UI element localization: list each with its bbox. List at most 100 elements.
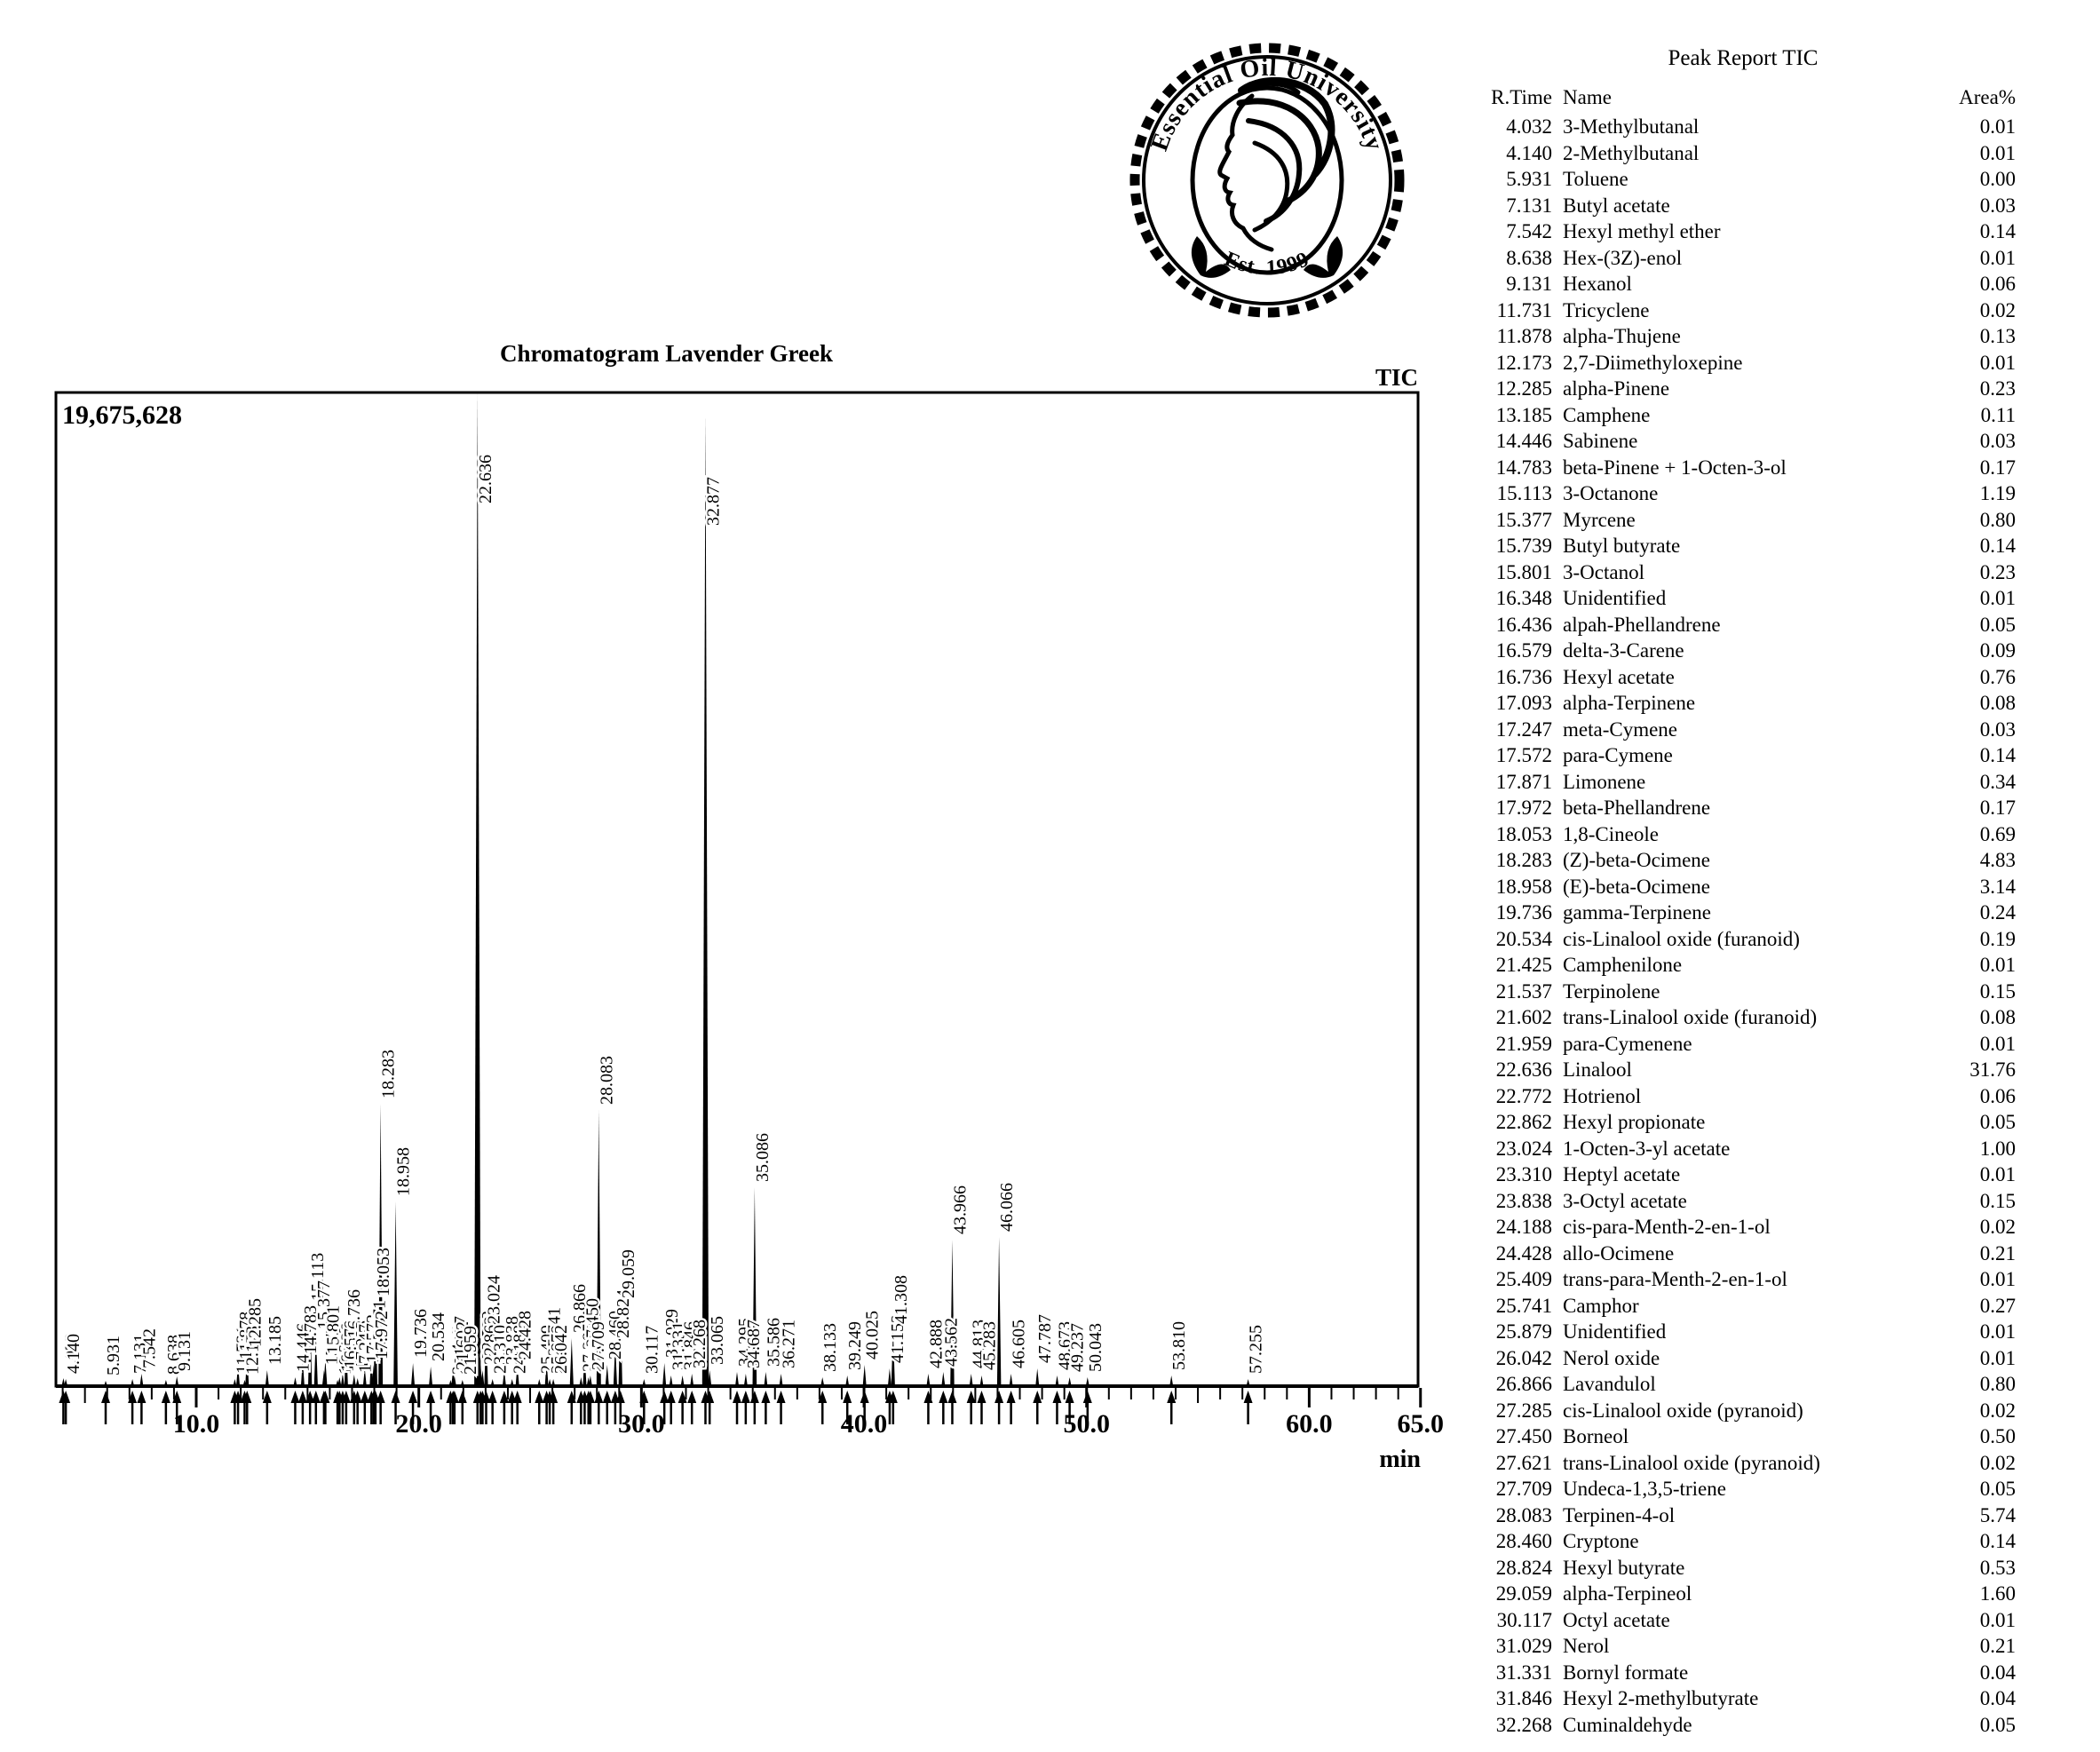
table-row: 29.059 alpha-Terpineol 1.60	[1477, 1581, 2016, 1607]
rtime-cell: 17.972	[1495, 797, 1552, 819]
table-row: 7.131 Butyl acetate 0.03	[1477, 193, 2016, 219]
rtime-cell: 18.958	[1495, 875, 1552, 898]
peak-retention-label: 28.083	[597, 1056, 616, 1105]
table-row: 21.959 para-Cymenene 0.01	[1477, 1031, 2016, 1058]
area-cell: 0.02	[1979, 1451, 2016, 1474]
table-row: 16.736 Hexyl acetate 0.76	[1477, 664, 2016, 691]
area-cell: 0.01	[1979, 351, 2016, 374]
peak-retention-label: 46.066	[997, 1183, 1017, 1232]
peak-retention-label: 39.249	[845, 1321, 865, 1370]
area-cell: 0.21	[1979, 1635, 2016, 1657]
peak-retention-label: 15.377	[314, 1280, 334, 1329]
rtime-cell: 19.736	[1495, 901, 1552, 924]
name-cell: alpha-Terpinene	[1563, 692, 1696, 714]
peak-retention-label: 7.542	[139, 1328, 159, 1368]
portrait-oval	[1190, 85, 1344, 275]
name-cell: allo-Ocimene	[1563, 1241, 1675, 1264]
peak-retention-label: 34.295	[735, 1318, 755, 1367]
peak-retention-label: 33.065	[708, 1316, 727, 1365]
name-cell: (E)-beta-Ocimene	[1563, 875, 1711, 898]
table-row: 15.739 Butyl butyrate 0.14	[1477, 533, 2016, 559]
table-row: 15.801 3-Octanol 0.23	[1477, 559, 2016, 586]
rtime-cell: 15.377	[1495, 508, 1552, 531]
peak-retention-label: 23.838	[503, 1316, 522, 1365]
table-row: 16.348 Unidentified 0.01	[1477, 585, 2016, 612]
peak-retention-label: 8.638	[164, 1335, 184, 1375]
area-cell: 0.19	[1979, 927, 2016, 950]
rtime-cell: 21.425	[1495, 954, 1552, 976]
area-cell: 0.00	[1979, 168, 2016, 190]
name-cell: Toluene	[1563, 168, 1628, 190]
table-row: 11.878 alpha-Thujene 0.13	[1477, 323, 2016, 350]
area-cell: 0.23	[1979, 560, 2016, 583]
name-cell: Butyl butyrate	[1563, 535, 1681, 557]
peak-retention-label: 24.188	[511, 1325, 530, 1374]
area-cell: 0.01	[1979, 1346, 2016, 1369]
name-cell: Myrcene	[1563, 508, 1636, 531]
rtime-cell: 7.542	[1506, 220, 1552, 242]
area-cell: 0.01	[1979, 1608, 2016, 1631]
name-cell: Hexanol	[1563, 273, 1632, 295]
table-row: 18.958 (E)-beta-Ocimene 3.14	[1477, 874, 2016, 900]
peak-retention-label: 28.460	[606, 1311, 625, 1360]
name-cell: delta-3-Carene	[1563, 639, 1684, 662]
table-row: 12.173 2,7-Diimethyloxepine 0.01	[1477, 350, 2016, 377]
name-cell: alpha-Thujene	[1563, 325, 1681, 347]
peak-retention-label: 14.446	[293, 1323, 313, 1372]
peak-retention-label: 13.185	[265, 1316, 285, 1365]
peak-retention-label: 12.173	[242, 1326, 262, 1375]
peak-retention-label: 24.428	[516, 1311, 535, 1360]
name-cell: Bornyl formate	[1563, 1661, 1689, 1684]
rtime-cell: 20.534	[1495, 927, 1552, 950]
rtime-cell: 23.838	[1495, 1189, 1552, 1212]
name-cell: Limonene	[1563, 770, 1646, 793]
table-row: 26.042 Nerol oxide 0.01	[1477, 1345, 2016, 1372]
name-cell: cis-Linalool oxide (furanoid)	[1563, 927, 1800, 950]
peak-retention-label: 21.425	[448, 1326, 468, 1375]
name-cell: beta-Phellandrene	[1563, 797, 1711, 819]
table-row: 23.838 3-Octyl acetate 0.15	[1477, 1188, 2016, 1215]
name-cell: alpha-Pinene	[1563, 377, 1670, 400]
peak-retention-label: 16.736	[345, 1289, 364, 1338]
area-cell: 0.15	[1979, 979, 2016, 1003]
table-row: 17.572 para-Cymene 0.14	[1477, 742, 2016, 769]
area-cell: 0.03	[1979, 717, 2016, 741]
peak-retention-label: 44.813	[970, 1320, 989, 1368]
peak-retention-label: 17.972	[372, 1311, 392, 1360]
rtime-cell: 21.959	[1495, 1032, 1552, 1055]
rtime-cell: 28.824	[1495, 1556, 1552, 1579]
rtime-cell: 17.871	[1495, 770, 1552, 793]
name-cell: trans-Linalool oxide (pyranoid)	[1563, 1451, 1820, 1474]
rtime-cell: 28.083	[1495, 1503, 1552, 1526]
name-cell: Hex-(3Z)-enol	[1563, 246, 1683, 269]
peak-retention-label: 42.888	[926, 1320, 946, 1368]
plot-frame	[54, 391, 1420, 1388]
peak-retention-label: 19.736	[411, 1309, 431, 1358]
table-row: 24.188 cis-para-Menth-2-en-1-ol 0.02	[1477, 1214, 2016, 1241]
area-cell: 0.24	[1979, 901, 2016, 924]
peak-retention-label: 26.866	[570, 1284, 590, 1333]
peak-retention-label: 18.958	[394, 1147, 414, 1196]
peak-retention-label: 16.436	[337, 1323, 357, 1372]
area-cell: 0.53	[1979, 1556, 2016, 1579]
rtime-cell: 21.537	[1495, 979, 1552, 1003]
name-cell: gamma-Terpinene	[1563, 901, 1711, 924]
area-cell: 0.08	[1979, 1006, 2016, 1028]
table-row: 27.709 Undeca-1,3,5-triene 0.05	[1477, 1476, 2016, 1502]
area-cell: 0.15	[1979, 1189, 2016, 1212]
area-cell: 0.80	[1979, 1373, 2016, 1395]
peak-retention-label: 4.032	[61, 1333, 81, 1373]
x-axis-unit-label: min	[1379, 1446, 1421, 1473]
peak-retention-label: 34.687	[744, 1320, 764, 1368]
area-cell: 0.50	[1979, 1425, 2016, 1447]
rtime-cell: 17.572	[1495, 744, 1552, 766]
area-cell: 0.17	[1979, 797, 2016, 819]
rtime-cell: 9.131	[1506, 273, 1552, 295]
peak-retention-label: 4.140	[64, 1334, 83, 1374]
area-cell: 0.08	[1979, 692, 2016, 714]
rtime-cell: 31.029	[1495, 1635, 1552, 1657]
rtime-cell: 24.428	[1495, 1241, 1552, 1264]
table-row: 27.450 Borneol 0.50	[1477, 1423, 2016, 1450]
area-cell: 0.76	[1979, 665, 2016, 688]
table-row: 5.931 Toluene 0.00	[1477, 166, 2016, 193]
